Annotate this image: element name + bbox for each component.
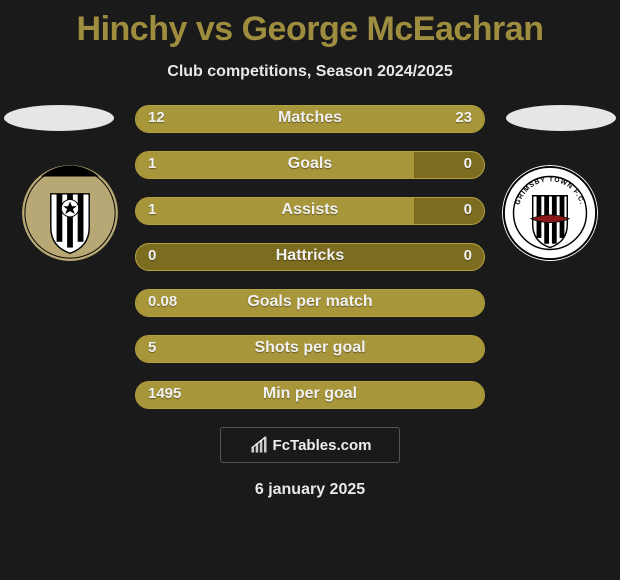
page-title: Hinchy vs George McEachran (0, 0, 620, 49)
stat-value-right: 0 (464, 201, 472, 218)
stat-fill-left (136, 152, 414, 178)
left-club-crest (22, 165, 118, 261)
stat-row: 0 0Hattricks (135, 243, 485, 271)
brand-box[interactable]: FcTables.com (220, 427, 400, 463)
stat-value-left: 0 (148, 247, 156, 264)
stat-fill-left (136, 382, 484, 408)
stat-row: 10Assists (135, 197, 485, 225)
left-oval-decoration (4, 105, 114, 131)
stat-value-left: 12 (148, 109, 165, 126)
grimsby-town-crest-icon: GRIMSBY TOWN F.C. (502, 165, 598, 261)
right-oval-decoration (506, 105, 616, 131)
right-club-crest: GRIMSBY TOWN F.C. (502, 165, 598, 261)
stat-row: 5Shots per goal (135, 335, 485, 363)
stat-row: 1223Matches (135, 105, 485, 133)
stat-value-left: 0.08 (148, 293, 177, 310)
stat-row: 10Goals (135, 151, 485, 179)
stat-value-right: 0 (464, 155, 472, 172)
stat-row: 1495Min per goal (135, 381, 485, 409)
stat-value-left: 5 (148, 339, 156, 356)
stat-fill-right (254, 106, 484, 132)
stat-label: Hattricks (136, 247, 484, 265)
stat-value-left: 1 (148, 201, 156, 218)
stat-fill-left (136, 336, 484, 362)
brand-label: FcTables.com (273, 437, 372, 454)
stat-fill-left (136, 198, 414, 224)
stat-row: 0.08Goals per match (135, 289, 485, 317)
stat-value-right: 0 (464, 247, 472, 264)
stat-fill-left (136, 290, 484, 316)
fctables-logo-icon (249, 435, 269, 455)
notts-county-crest-icon (22, 165, 118, 261)
page-subtitle: Club competitions, Season 2024/2025 (0, 63, 620, 81)
date-label: 6 january 2025 (0, 481, 620, 499)
stats-bars: 1223Matches10Goals10Assists00Hattricks0.… (135, 105, 485, 409)
stat-value-right: 23 (455, 109, 472, 126)
stat-value-left: 1495 (148, 385, 181, 402)
stat-value-left: 1 (148, 155, 156, 172)
comparison-area: GRIMSBY TOWN F.C. 1223Matches10Goals10As… (0, 105, 620, 409)
